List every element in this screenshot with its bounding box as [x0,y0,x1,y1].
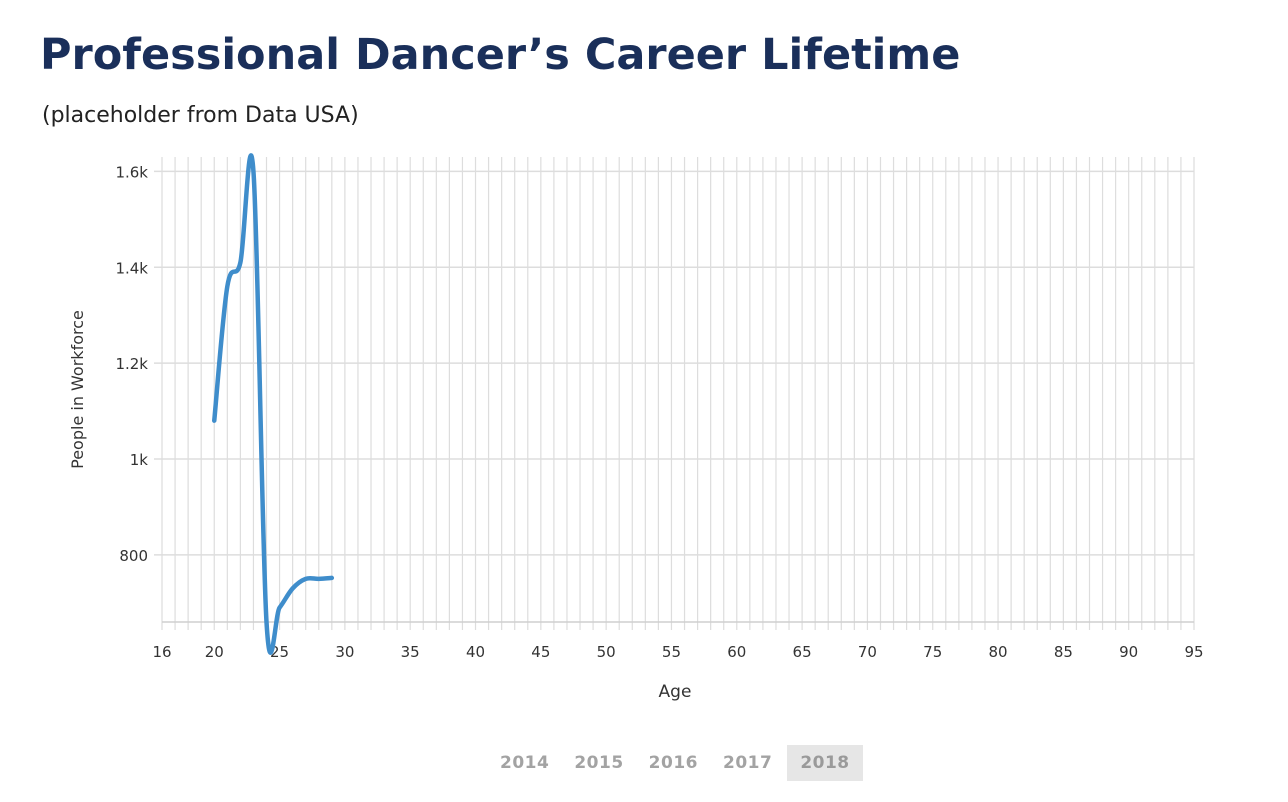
x-tick-label: 85 [1054,643,1073,661]
page-title: Professional Dancer’s Career Lifetime [40,30,961,80]
x-axis-label: Age [659,682,692,702]
x-tick-label: 60 [727,643,746,661]
y-axis-label: People in Workforce [68,310,87,469]
y-tick-label: 1.6k [115,163,148,181]
series-line-0 [212,153,335,655]
x-tick-label: 75 [923,643,942,661]
x-tick-label: 20 [205,643,224,661]
x-tick-label: 16 [152,643,171,661]
x-tick-label: 50 [597,643,616,661]
y-tick-label: 1.4k [115,259,148,277]
x-tick-label: 90 [1119,643,1138,661]
year-button-2014[interactable]: 2014 [500,753,550,773]
x-tick-label: 95 [1184,643,1203,661]
x-tick-label: 55 [662,643,681,661]
x-tick-label: 65 [793,643,812,661]
year-button-2016[interactable]: 2016 [648,753,698,773]
x-tick-label: 70 [858,643,877,661]
year-button-2017[interactable]: 2017 [722,753,773,773]
y-tick-label: 800 [119,547,148,565]
page-subtitle: (placeholder from Data USA) [42,103,359,128]
year-button-2018[interactable]: 2018 [787,745,863,781]
x-tick-label: 25 [270,643,289,661]
y-tick-label: 1k [130,451,149,469]
x-tick-label: 35 [401,643,420,661]
x-tick-label: 45 [531,643,550,661]
year-button-2015[interactable]: 2015 [574,753,624,773]
x-tick-label: 30 [335,643,354,661]
x-tick-label: 40 [466,643,485,661]
workforce-line-chart: 800 1k 1.2k 1.4k 1.6k 16 20 25 30 35 40 45 50 55 60 65 7… [68,153,1204,702]
y-tick-label: 1.2k [115,355,148,373]
year-selector: 2014 2015 2016 2017 2018 [490,745,868,781]
x-tick-label: 80 [989,643,1008,661]
